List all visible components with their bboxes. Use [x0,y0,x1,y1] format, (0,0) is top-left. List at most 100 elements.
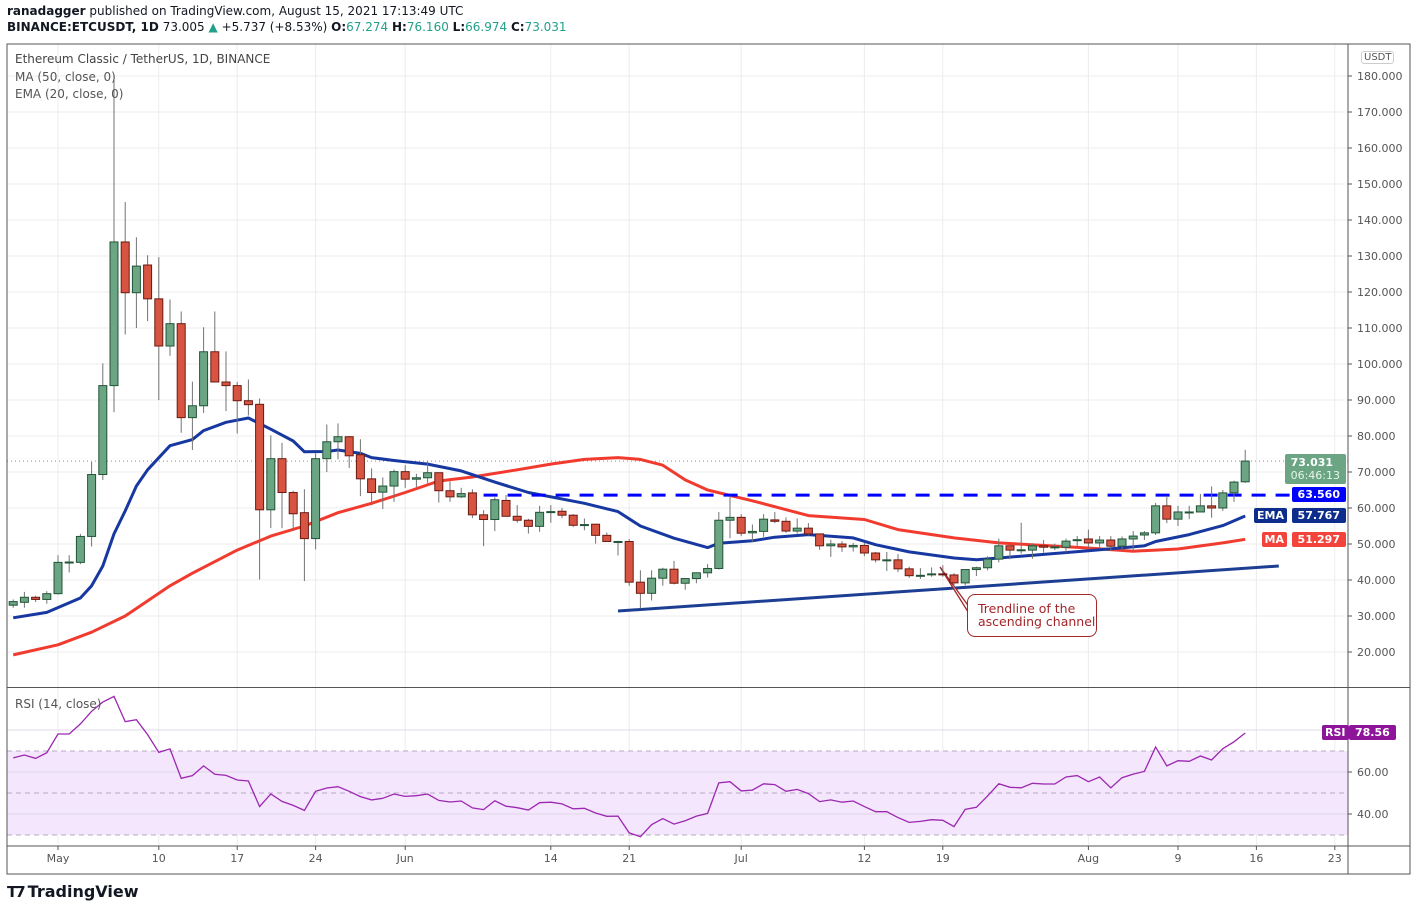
candle-down [591,523,601,544]
trendline-annotation[interactable]: Trendline of the ascending channel [967,594,1097,637]
candle-body [456,493,466,498]
candle-body [378,485,388,493]
price-tick-label: 40.000 [1357,574,1396,587]
ema-tag: EMA [1254,508,1287,523]
candle-body [949,574,959,584]
candle-up [389,469,399,502]
candle-up [826,539,836,557]
candle-up [333,423,343,460]
candle-down [781,517,791,533]
candle-body [624,540,634,583]
candle-up [456,487,466,498]
candle-body [1207,505,1217,509]
candle-down [1106,536,1116,551]
candle-body [725,516,735,521]
date-tick-label: Jun [396,852,414,865]
price-tick-label: 110.000 [1357,322,1403,335]
candle-body [994,545,1004,560]
low-label: L: [452,20,466,34]
candle-body [893,559,903,570]
candle-body [120,241,130,294]
candles [8,76,1250,609]
candle-body [1095,539,1105,544]
axes: 180.000 170.000 160.000 150.000 140.000 130.0… [47,70,1403,865]
ascending-trendline [617,564,1279,613]
price-tick-label: 130.000 [1357,250,1403,263]
candle-body [1016,549,1026,552]
candle-body [445,490,455,498]
candle-body [53,561,63,595]
candle-body [691,572,701,580]
candle-up [1139,531,1149,541]
candle-up [1173,505,1183,526]
candle-down [557,508,567,519]
candle-up [535,505,545,532]
candle-body [770,519,780,522]
candle-body [815,533,825,547]
legend-rsi[interactable]: RSI (14, close) [15,697,102,711]
candle-body [658,568,668,579]
candle-body [568,514,578,526]
rsi-tag: RSI [1322,725,1349,740]
candle-down [568,514,578,528]
price-tick-label: 100.000 [1357,358,1403,371]
candle-up [613,540,623,556]
chart-frame [6,43,1411,875]
candle-body [187,405,197,419]
candle-body [613,540,623,543]
candle-down [479,510,489,547]
candle-up [983,556,993,571]
up-triangle-icon: ▲ [208,20,218,34]
candle-body [859,544,869,554]
candle-up [579,518,589,531]
level-tag: 63.560 [1291,487,1346,502]
candle-up [1229,480,1239,502]
candle-down [512,505,522,523]
candle-up [1218,490,1228,511]
rsi-tick-label: 40.00 [1357,808,1389,821]
candle-body [255,403,265,511]
annotation-line-2: ascending channel [978,614,1096,629]
price-tick-label: 160.000 [1357,142,1403,155]
candle-body [87,474,97,537]
brand-name: TradingView [27,882,139,901]
currency-button[interactable]: USDT [1361,51,1395,64]
candle-body [927,573,937,576]
candle-body [579,524,589,527]
candle-up [1151,502,1161,535]
candle-down [221,351,231,412]
candle-body [490,499,500,521]
candle-body [131,265,141,294]
candle-body [1027,545,1037,551]
candle-body [759,518,769,532]
candle-body [535,511,545,527]
candle-down [344,436,354,469]
candle-body [1061,540,1071,548]
candle-body [602,534,612,542]
open-value: 67.274 [346,20,389,34]
candle-up [1240,449,1250,483]
candle-body [826,543,836,547]
date-tick-label: 14 [544,852,558,865]
candle-body [210,351,220,383]
candle-down [859,542,869,557]
candle-body [1173,511,1183,520]
tradingview-logo[interactable]: T7 TradingView [7,882,139,901]
candle-up [98,363,108,480]
candle-down [31,595,41,602]
candle-body [1229,481,1239,494]
author-name[interactable]: ranadagger [7,4,86,18]
candle-body [1139,532,1149,536]
candle-body [322,441,332,460]
candle-body [31,596,41,600]
candle-body [75,535,85,563]
candle-down [635,570,645,609]
candle-up [109,76,119,413]
candle-body [546,511,556,514]
candle-body [983,558,993,569]
candle-up [647,570,657,601]
candle-body [915,574,925,577]
legend-ma[interactable]: MA (50, close, 0) [15,70,116,84]
legend-ema[interactable]: EMA (20, close, 0) [15,87,124,101]
